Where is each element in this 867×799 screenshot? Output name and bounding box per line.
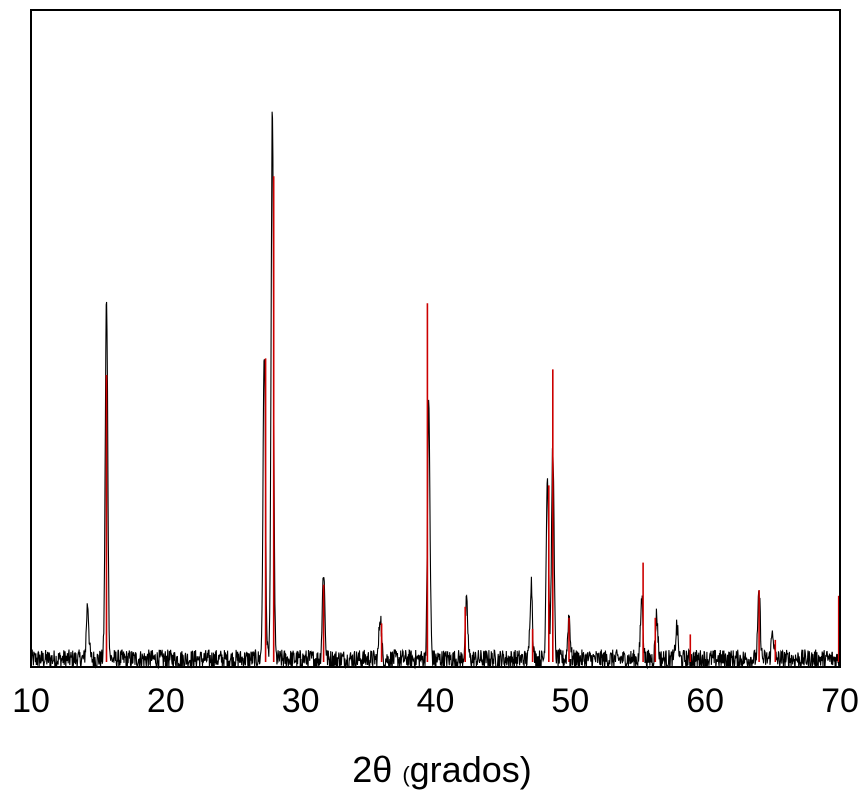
- x-axis-title: 2θ (grados): [352, 749, 531, 790]
- x-tick-label-10: 10: [12, 682, 50, 720]
- x-tick-label-40: 40: [417, 682, 455, 720]
- x-axis-title-main: 2θ: [352, 749, 402, 790]
- x-axis-title-rest: grados): [410, 749, 532, 790]
- plot-area: [30, 111, 841, 670]
- x-tick-label-50: 50: [551, 682, 589, 720]
- x-axis-ticks: 10 20 30 40 50 60 70: [12, 659, 859, 720]
- x-tick-label-20: 20: [147, 682, 185, 720]
- x-tick-label-70: 70: [821, 682, 859, 720]
- plot-frame: [30, 9, 841, 668]
- x-tick-label-30: 30: [282, 682, 320, 720]
- x-tick-label-60: 60: [686, 682, 724, 720]
- x-axis-title-paren: (: [402, 762, 410, 787]
- measured-pattern-line: [30, 111, 841, 670]
